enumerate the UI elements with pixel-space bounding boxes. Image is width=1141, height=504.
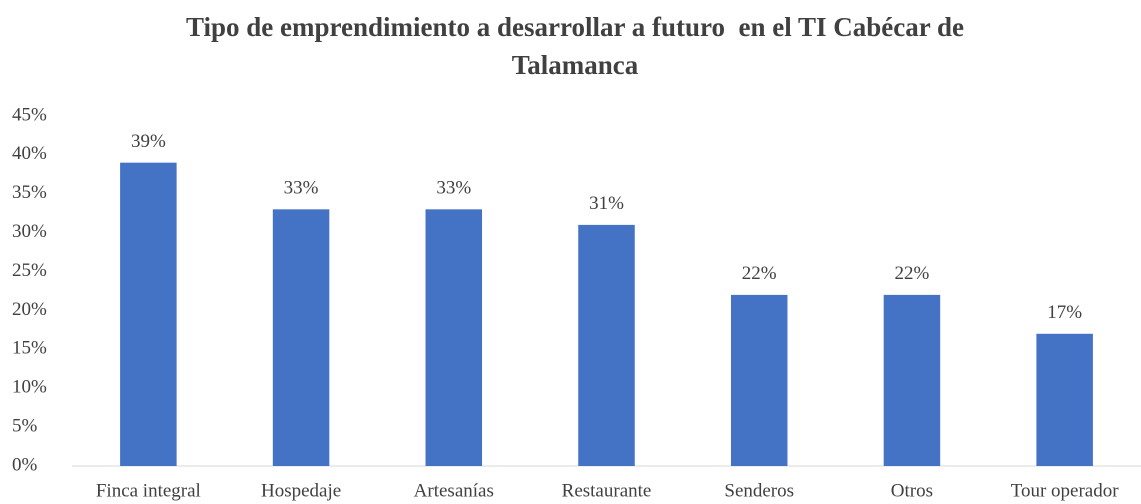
y-tick-label: 5% (12, 415, 38, 436)
y-tick-label: 35% (12, 182, 47, 203)
y-tick-label: 40% (12, 143, 47, 164)
y-tick-label: 20% (12, 299, 47, 320)
data-label: 31% (589, 193, 624, 214)
y-tick-label: 30% (12, 221, 47, 242)
x-tick-label: Otros (891, 480, 933, 501)
chart-title: Tipo de emprendimiento a desarrollar a f… (186, 12, 964, 42)
y-tick-label: 45% (12, 104, 47, 125)
y-tick-label: 0% (12, 454, 38, 475)
data-label: 33% (436, 178, 471, 199)
x-tick-label: Tour operador (1011, 480, 1120, 501)
y-tick-label: 25% (12, 260, 47, 281)
bar (1036, 333, 1093, 466)
bar (730, 294, 788, 466)
data-label: 22% (742, 263, 777, 284)
x-tick-label: Restaurante (562, 480, 652, 501)
chart-title: Talamanca (512, 50, 639, 80)
y-tick-label: 15% (12, 338, 47, 359)
x-tick-label: Finca integral (96, 480, 201, 501)
bar (272, 209, 330, 467)
bar (425, 209, 483, 467)
bar (120, 162, 177, 466)
y-tick-label: 10% (12, 377, 47, 398)
x-tick-label: Artesanías (414, 480, 494, 501)
x-tick-label: Hospedaje (261, 480, 341, 501)
bar (883, 294, 941, 466)
data-label: 17% (1047, 302, 1082, 323)
data-label: 39% (131, 131, 166, 152)
data-label: 22% (895, 263, 930, 284)
data-label: 33% (284, 178, 319, 199)
bar (578, 224, 635, 466)
x-tick-label: Senderos (724, 480, 794, 501)
